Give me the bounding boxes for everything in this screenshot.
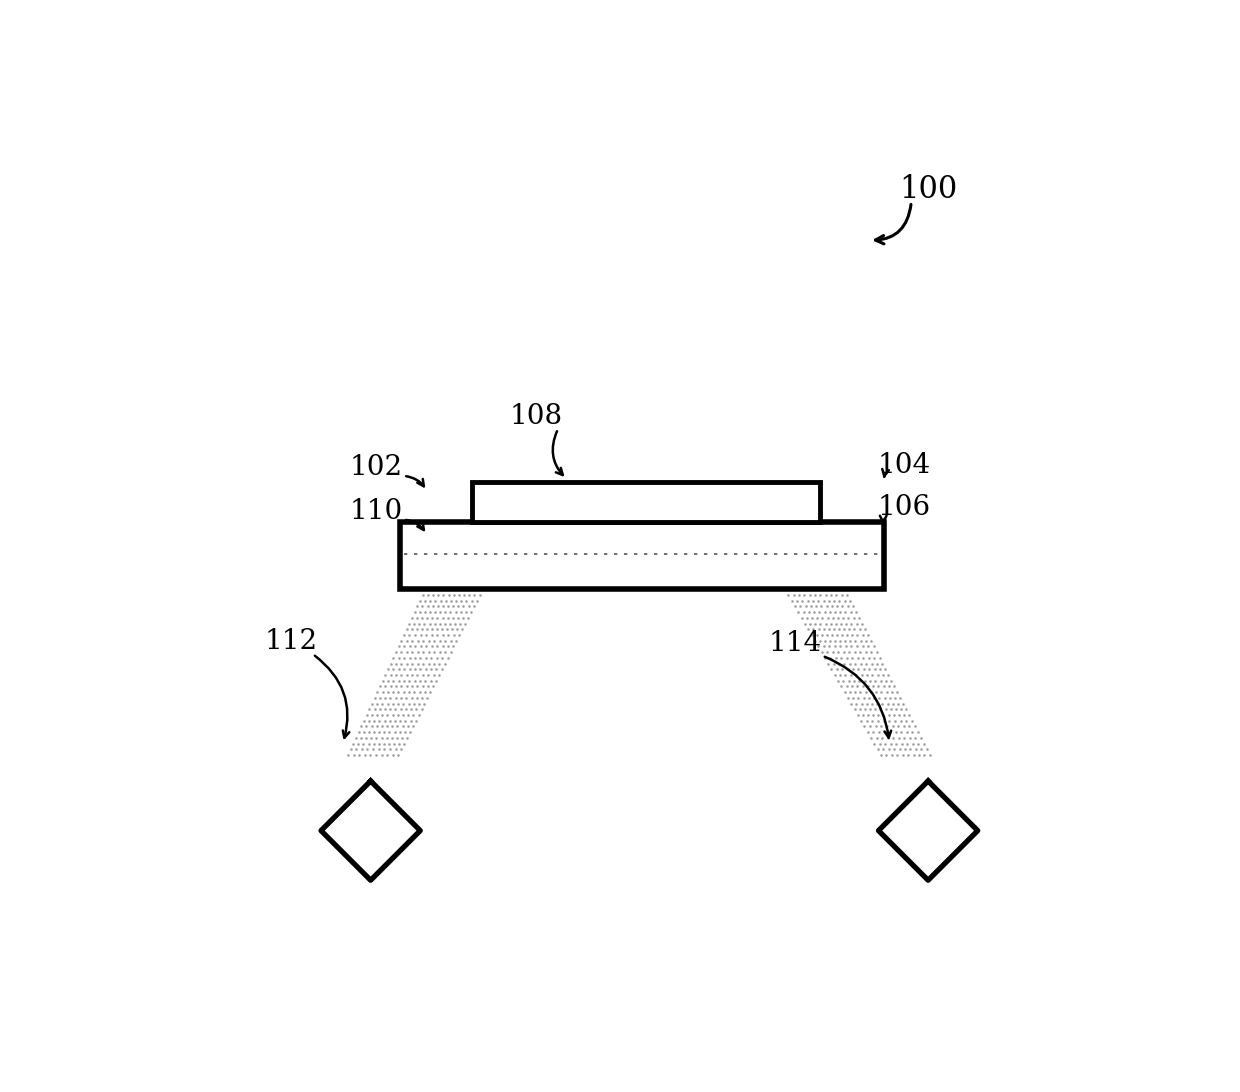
Text: 110: 110 bbox=[350, 498, 403, 524]
Bar bbox=[401, 522, 884, 590]
Text: 106: 106 bbox=[878, 495, 931, 521]
FancyArrowPatch shape bbox=[553, 431, 563, 475]
Text: 108: 108 bbox=[510, 403, 563, 430]
FancyArrowPatch shape bbox=[882, 468, 889, 477]
Text: 112: 112 bbox=[264, 628, 317, 655]
Text: 104: 104 bbox=[878, 452, 931, 479]
FancyArrowPatch shape bbox=[315, 655, 350, 738]
FancyArrowPatch shape bbox=[825, 656, 892, 738]
FancyArrowPatch shape bbox=[407, 520, 424, 530]
Text: 114: 114 bbox=[769, 630, 822, 657]
FancyArrowPatch shape bbox=[875, 204, 911, 244]
Text: 102: 102 bbox=[350, 454, 403, 480]
FancyArrowPatch shape bbox=[880, 515, 887, 522]
Text: 100: 100 bbox=[899, 175, 957, 205]
Bar bbox=[471, 482, 821, 522]
FancyArrowPatch shape bbox=[407, 476, 424, 486]
